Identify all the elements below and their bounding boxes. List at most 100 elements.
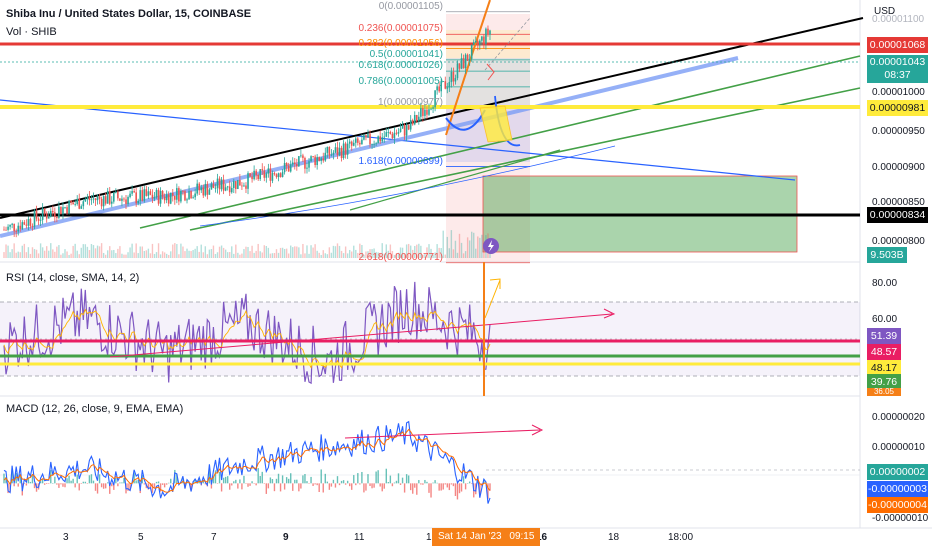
time-label: 5 [138, 532, 144, 543]
candle-body [62, 207, 64, 215]
black-level-tag: 0.00000834 [867, 207, 928, 223]
candle-body [487, 28, 489, 35]
macd-histogram-bar [78, 483, 80, 491]
candle-body [235, 181, 237, 189]
volume-bar [351, 251, 353, 258]
trendlines[interactable] [0, 17, 864, 238]
volume-bar [226, 252, 229, 258]
projection-drawings[interactable] [445, 0, 531, 147]
volume-bar [298, 247, 300, 258]
candle-body [245, 185, 247, 189]
macd-histogram-bar [446, 483, 448, 488]
candle-body [80, 206, 83, 209]
macd-histogram-bar [153, 483, 156, 488]
candle-body [251, 176, 253, 180]
curved-support [199, 145, 616, 227]
macd-histogram-bar [60, 483, 62, 485]
volume-bar [174, 243, 176, 258]
volume-bar [224, 249, 227, 258]
candle-body [336, 147, 339, 156]
volume-bar [80, 247, 82, 258]
candle-body [489, 30, 491, 35]
volume-bar [216, 252, 219, 258]
volume-bar [78, 254, 80, 258]
candle-body [31, 225, 34, 227]
volume-bar [395, 253, 398, 258]
volume-bar [31, 247, 34, 258]
macd-histogram-bar [241, 483, 243, 490]
candle-body [338, 147, 341, 156]
macd-line-tag: -0.00000003 [867, 481, 928, 497]
macd-histogram-bar [115, 478, 117, 484]
volume-bar [294, 246, 296, 258]
macd-histogram-bar [450, 483, 453, 485]
macd-histogram-bar [479, 483, 481, 498]
candle-body [320, 158, 323, 161]
price-tick: 0.00001100 [872, 14, 925, 25]
volume-bar [273, 253, 276, 258]
macd-histogram-bar [190, 483, 192, 491]
macd-histogram-bar [15, 472, 17, 484]
volume-bar [74, 243, 76, 258]
volume-bar [214, 253, 217, 258]
candle-body [300, 155, 302, 157]
volume-bar [102, 252, 105, 258]
volume-bar [54, 251, 56, 258]
macd-histogram-bar [62, 483, 64, 487]
candle-body [167, 194, 170, 204]
candle-body [375, 143, 377, 145]
candle-body [436, 86, 438, 91]
fib-level-label: 0.382(0.00001056) [358, 37, 443, 49]
candle-body [279, 173, 282, 178]
macd-signal-line [3, 428, 491, 493]
volume-bar [68, 254, 70, 258]
volume-bar [422, 254, 424, 258]
macd-histogram-bar [54, 476, 56, 484]
candle-body [5, 229, 7, 231]
macd-histogram-bar [328, 483, 331, 490]
lightning-icon[interactable] [483, 238, 499, 254]
volume-bar [259, 251, 261, 258]
candle-body [226, 186, 229, 188]
candle-body [285, 163, 288, 166]
macd-histogram-bar [202, 479, 204, 484]
volume-bar [222, 247, 225, 258]
candle-body [481, 36, 483, 41]
volume-bar [86, 246, 89, 258]
candle-body [127, 197, 129, 204]
volume-bar [452, 249, 455, 258]
green-channel-line-3 [349, 149, 561, 211]
macd-histogram-bar [56, 483, 58, 485]
long-position-tool[interactable] [482, 175, 798, 253]
candle-body [440, 81, 442, 92]
candle-body [23, 222, 26, 225]
volume-bar [137, 253, 139, 258]
volume-bar [196, 246, 198, 258]
candle-body [418, 116, 420, 122]
candle-body [391, 133, 394, 139]
candle-body [39, 219, 42, 221]
volume-bar [332, 245, 335, 258]
candle-body [302, 155, 304, 158]
macd-histogram-bar [3, 473, 5, 484]
volume-bar [296, 246, 298, 258]
macd-histogram-bar [68, 475, 70, 484]
candle-body [365, 135, 367, 138]
macd-histogram-bar [265, 483, 268, 494]
candle-body [308, 161, 310, 168]
volume-bar [60, 254, 62, 258]
volume-bar [369, 249, 371, 258]
volume-bar [330, 252, 333, 258]
candle-body [17, 225, 20, 232]
candle-body [468, 58, 471, 61]
candle-body [7, 226, 9, 230]
volume-bar [135, 243, 137, 258]
volume-bar [290, 245, 292, 258]
candle-body [334, 147, 337, 153]
candle-body [430, 108, 432, 110]
candle-body [117, 191, 119, 199]
candle-body [247, 173, 249, 189]
rsi-trendline [109, 313, 613, 358]
macd-histogram-bar [342, 480, 345, 484]
